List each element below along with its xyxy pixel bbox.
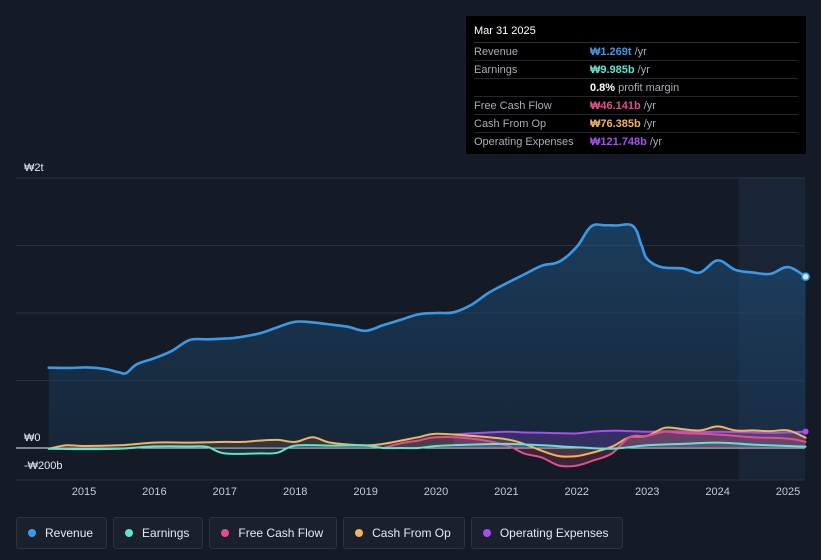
tooltip-row-label: Cash From Op <box>474 117 547 130</box>
tooltip-row-value: ₩1.269t <box>590 45 632 58</box>
tooltip-row-label: Earnings <box>474 63 518 76</box>
tooltip-row-unit: /yr <box>643 99 656 112</box>
legend-dot-icon <box>482 529 491 537</box>
tooltip-row-value: ₩46.141b <box>590 99 641 112</box>
tooltip-row-label: Revenue <box>474 45 519 58</box>
legend-label: Free Cash Flow <box>238 526 324 540</box>
tooltip-row-unit: /yr <box>643 117 656 130</box>
x-tick-label: 2023 <box>635 486 659 498</box>
legend-label: Operating Expenses <box>499 526 609 540</box>
tooltip-row: Revenue ₩1.269t/yr <box>474 43 798 61</box>
series-lines <box>47 223 807 468</box>
revenue-line <box>47 223 807 375</box>
legend-dot-icon <box>125 529 134 537</box>
opex-end-marker <box>802 428 809 435</box>
x-tick-label: 2017 <box>213 486 237 498</box>
x-tick-label: 2018 <box>283 486 307 498</box>
legend-item-cash-from-op[interactable]: Cash From Op <box>343 517 465 549</box>
chart-area: 2015 2016 2017 2018 2019 2020 2021 2022 2023 2024… <box>16 162 810 498</box>
tooltip-row-value: ₩76.385b <box>590 117 641 130</box>
legend-item-free-cash-flow[interactable]: Free Cash Flow <box>209 517 338 549</box>
legend-item-operating-expenses[interactable]: Operating Expenses <box>470 517 623 549</box>
x-tick-label: 2022 <box>565 486 589 498</box>
x-tick-label: 2016 <box>142 486 166 498</box>
tooltip-row-unit: /yr <box>649 135 663 148</box>
tooltip-row-label: Free Cash Flow <box>474 99 552 112</box>
operating-expenses-line <box>452 429 807 436</box>
legend-item-revenue[interactable]: Revenue <box>16 517 108 549</box>
cash-from-op-line <box>47 425 807 458</box>
revenue-end-marker <box>801 272 810 281</box>
free-cash-flow-line <box>382 430 807 468</box>
revenue-area <box>48 224 806 448</box>
tooltip-row-unit: /yr <box>634 45 647 58</box>
tooltip-row-unit: /yr <box>637 63 650 76</box>
x-tick-label: 2021 <box>494 486 518 498</box>
earnings-area <box>48 442 806 454</box>
legend-dot-icon <box>28 529 36 537</box>
x-tick-label: 2015 <box>72 486 96 498</box>
tooltip-row: Free Cash Flow ₩46.141b/yr <box>474 97 798 115</box>
x-tick-label: 2025 <box>776 486 800 498</box>
tooltip-row-value: ₩121.748b <box>590 135 647 148</box>
legend-label: Revenue <box>45 526 94 540</box>
legend-item-earnings[interactable]: Earnings <box>113 517 204 549</box>
legend-dot-icon <box>355 529 364 537</box>
y-label-top: ₩2t <box>24 162 44 174</box>
x-axis-ticks: 2015 2016 2017 2018 2019 2020 2021 2022 2023 2024… <box>72 486 800 498</box>
tooltip-row: Cash From Op ₩76.385b/yr <box>474 115 798 133</box>
tooltip-row: Operating Expenses ₩121.748b/yr <box>474 133 798 150</box>
legend-label: Cash From Op <box>372 526 451 540</box>
tooltip-panel: Mar 31 2025 Revenue ₩1.269t/yr Earnings ₩9.… <box>466 16 806 154</box>
tooltip-row: Earnings ₩9.985b/yr <box>474 61 798 79</box>
tooltip-row-value: 0.8% <box>590 81 616 94</box>
tooltip-row-unit: profit margin <box>618 81 680 94</box>
tooltip-rows: Revenue ₩1.269t/yr Earnings ₩9.985b/yr 0.8% p… <box>474 43 798 150</box>
tooltip-date: Mar 31 2025 <box>474 23 798 43</box>
x-tick-label: 2024 <box>705 486 729 498</box>
x-tick-label: 2020 <box>424 486 448 498</box>
legend-label: Earnings <box>142 526 190 540</box>
y-label-zero: ₩0 <box>24 432 41 444</box>
legend: Revenue Earnings Free Cash Flow Cash From O… <box>16 517 623 549</box>
legend-dot-icon <box>221 529 230 537</box>
tooltip-row-value: ₩9.985b <box>590 63 635 76</box>
y-label-bottom: -₩200b <box>24 460 63 472</box>
x-tick-label: 2019 <box>353 486 377 498</box>
tooltip-row-label: Operating Expenses <box>474 135 574 148</box>
earnings-line <box>47 441 807 455</box>
cash-from-op-area <box>48 426 806 457</box>
tooltip-row: 0.8% profit margin <box>474 79 798 97</box>
